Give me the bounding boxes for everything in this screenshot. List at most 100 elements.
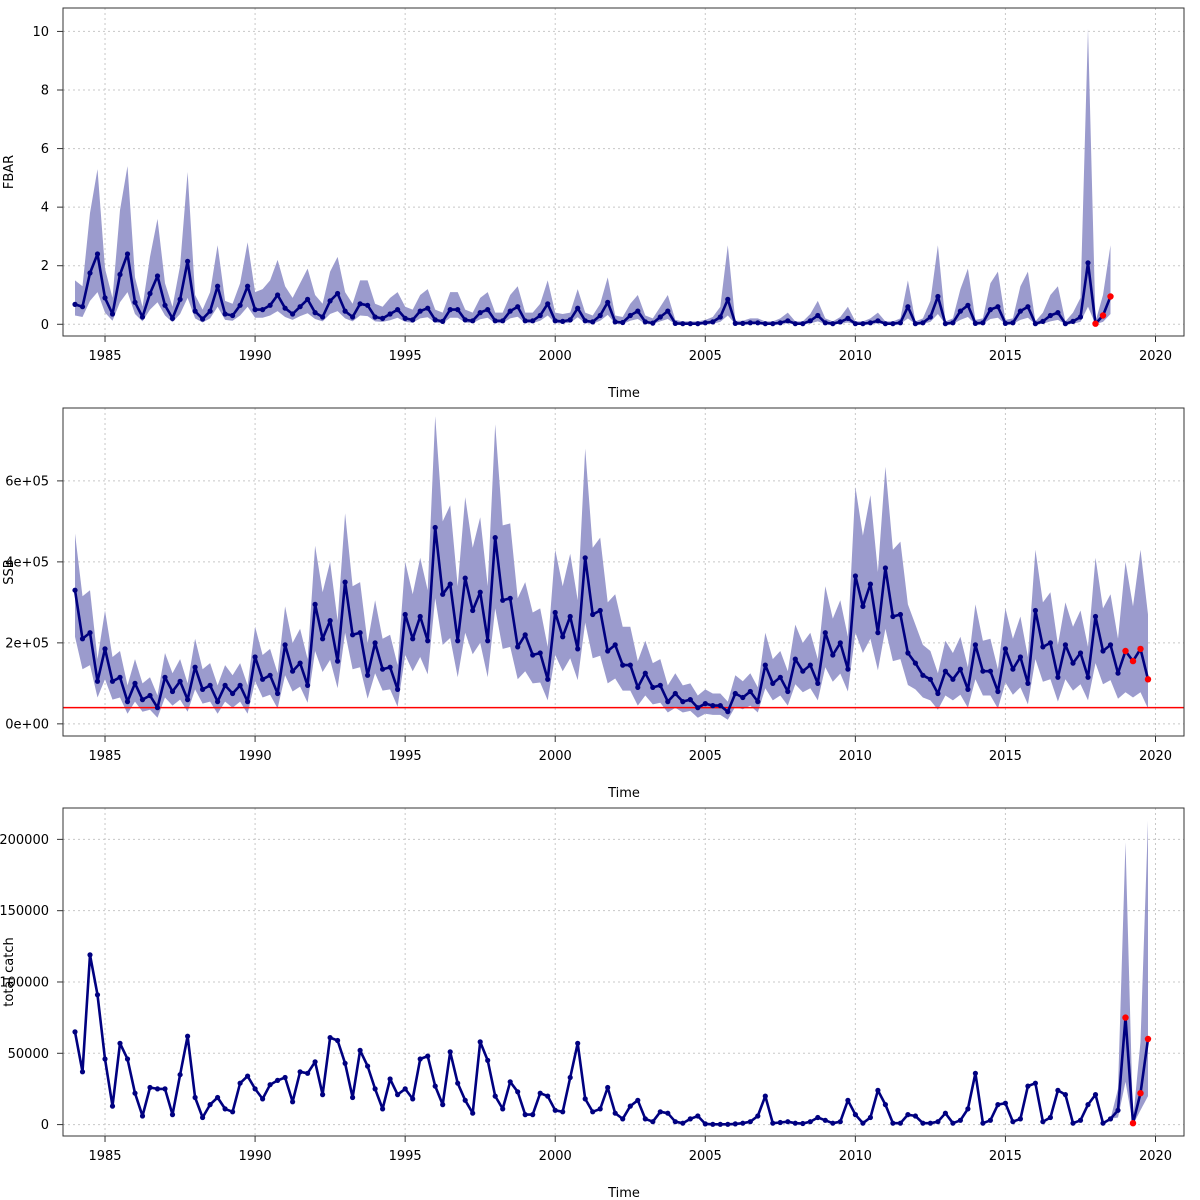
data-point-forecast — [1092, 320, 1099, 327]
data-point — [252, 654, 258, 660]
data-point — [837, 640, 843, 646]
data-point — [154, 273, 161, 279]
series-line — [73, 526, 1150, 714]
data-point — [642, 319, 648, 325]
data-point — [1055, 1087, 1061, 1093]
data-point — [605, 1084, 611, 1091]
data-point — [672, 1119, 678, 1125]
data-point — [732, 1121, 738, 1127]
data-point — [920, 1120, 926, 1126]
data-point — [87, 270, 93, 276]
data-point — [470, 1110, 476, 1116]
data-point — [702, 701, 708, 707]
data-point — [102, 646, 108, 652]
x-axis-title: Time — [607, 1186, 640, 1200]
y-tick-label: 0 — [41, 318, 49, 333]
data-point — [680, 699, 686, 705]
data-point — [402, 315, 408, 321]
data-point — [282, 305, 288, 311]
data-point — [177, 1072, 183, 1078]
data-point — [387, 664, 393, 670]
data-point — [312, 310, 318, 316]
data-point — [672, 690, 678, 697]
data-point — [747, 688, 753, 695]
data-point — [995, 1102, 1001, 1108]
data-point — [867, 581, 874, 587]
data-point — [102, 295, 108, 301]
data-point — [1032, 607, 1038, 614]
data-point — [417, 308, 423, 314]
data-point — [1017, 308, 1024, 314]
data-points — [72, 524, 1152, 715]
data-point — [200, 686, 206, 693]
data-point — [147, 290, 153, 297]
x-tick-label: 2015 — [989, 349, 1022, 364]
data-point — [957, 1117, 964, 1123]
data-point — [920, 672, 926, 678]
data-point — [1047, 640, 1053, 646]
data-point — [515, 644, 521, 650]
data-point — [245, 283, 251, 289]
data-point — [124, 699, 131, 705]
series-line — [73, 953, 1150, 1126]
x-tick-label: 2000 — [539, 749, 572, 764]
data-point — [455, 1080, 461, 1086]
data-point — [972, 642, 979, 648]
data-point — [567, 1074, 573, 1081]
data-point — [305, 682, 311, 689]
data-point — [657, 1109, 663, 1115]
data-point — [395, 307, 401, 313]
data-point — [275, 690, 281, 697]
data-point — [942, 668, 949, 674]
data-point — [1062, 321, 1068, 327]
data-point — [297, 1069, 303, 1075]
data-point — [1017, 1116, 1024, 1122]
data-point — [875, 630, 881, 636]
data-point — [485, 638, 491, 644]
data-point — [132, 680, 138, 687]
x-tick-label: 2010 — [839, 1149, 872, 1164]
data-point — [395, 686, 401, 693]
data-point — [102, 1056, 108, 1062]
y-tick-label: 0e+00 — [5, 717, 49, 732]
data-point — [815, 312, 821, 319]
data-point — [770, 321, 776, 327]
data-point — [980, 668, 986, 674]
data-point — [545, 301, 551, 307]
data-point — [260, 1096, 266, 1102]
chart-panel-catch: 1985 1990 1995 2000 2005 2010 2015 2020 0 50000 10… — [0, 807, 1185, 1200]
data-point — [342, 1060, 348, 1066]
data-point — [980, 320, 986, 326]
data-point — [807, 1119, 813, 1125]
y-tick-label: 50000 — [8, 1047, 49, 1062]
data-point — [620, 319, 626, 326]
y-tick-label: 4e+05 — [5, 555, 49, 570]
data-point-forecast — [1122, 1014, 1129, 1021]
data-point — [297, 304, 303, 310]
data-point — [815, 1114, 821, 1121]
data-point — [267, 1082, 273, 1088]
data-point — [462, 317, 468, 323]
data-point-forecast — [1099, 312, 1107, 319]
data-point — [860, 603, 866, 610]
data-point — [312, 1059, 318, 1065]
data-point — [432, 317, 438, 323]
data-point — [612, 319, 618, 325]
data-point — [297, 660, 303, 666]
plot-frame — [62, 407, 1185, 737]
data-point — [1100, 648, 1106, 654]
data-point — [1047, 312, 1053, 319]
y-tick-label: 10 — [32, 25, 49, 40]
data-point — [357, 630, 363, 636]
data-point — [830, 321, 836, 327]
data-point — [755, 699, 761, 705]
data-point — [230, 1109, 236, 1115]
data-point — [995, 688, 1001, 695]
data-point — [440, 1102, 446, 1108]
data-point — [1002, 646, 1009, 652]
data-point — [500, 597, 506, 603]
data-point — [987, 1117, 994, 1123]
data-point — [747, 1119, 753, 1125]
y-tick-label: 0 — [41, 1118, 49, 1133]
data-point — [642, 1116, 648, 1122]
